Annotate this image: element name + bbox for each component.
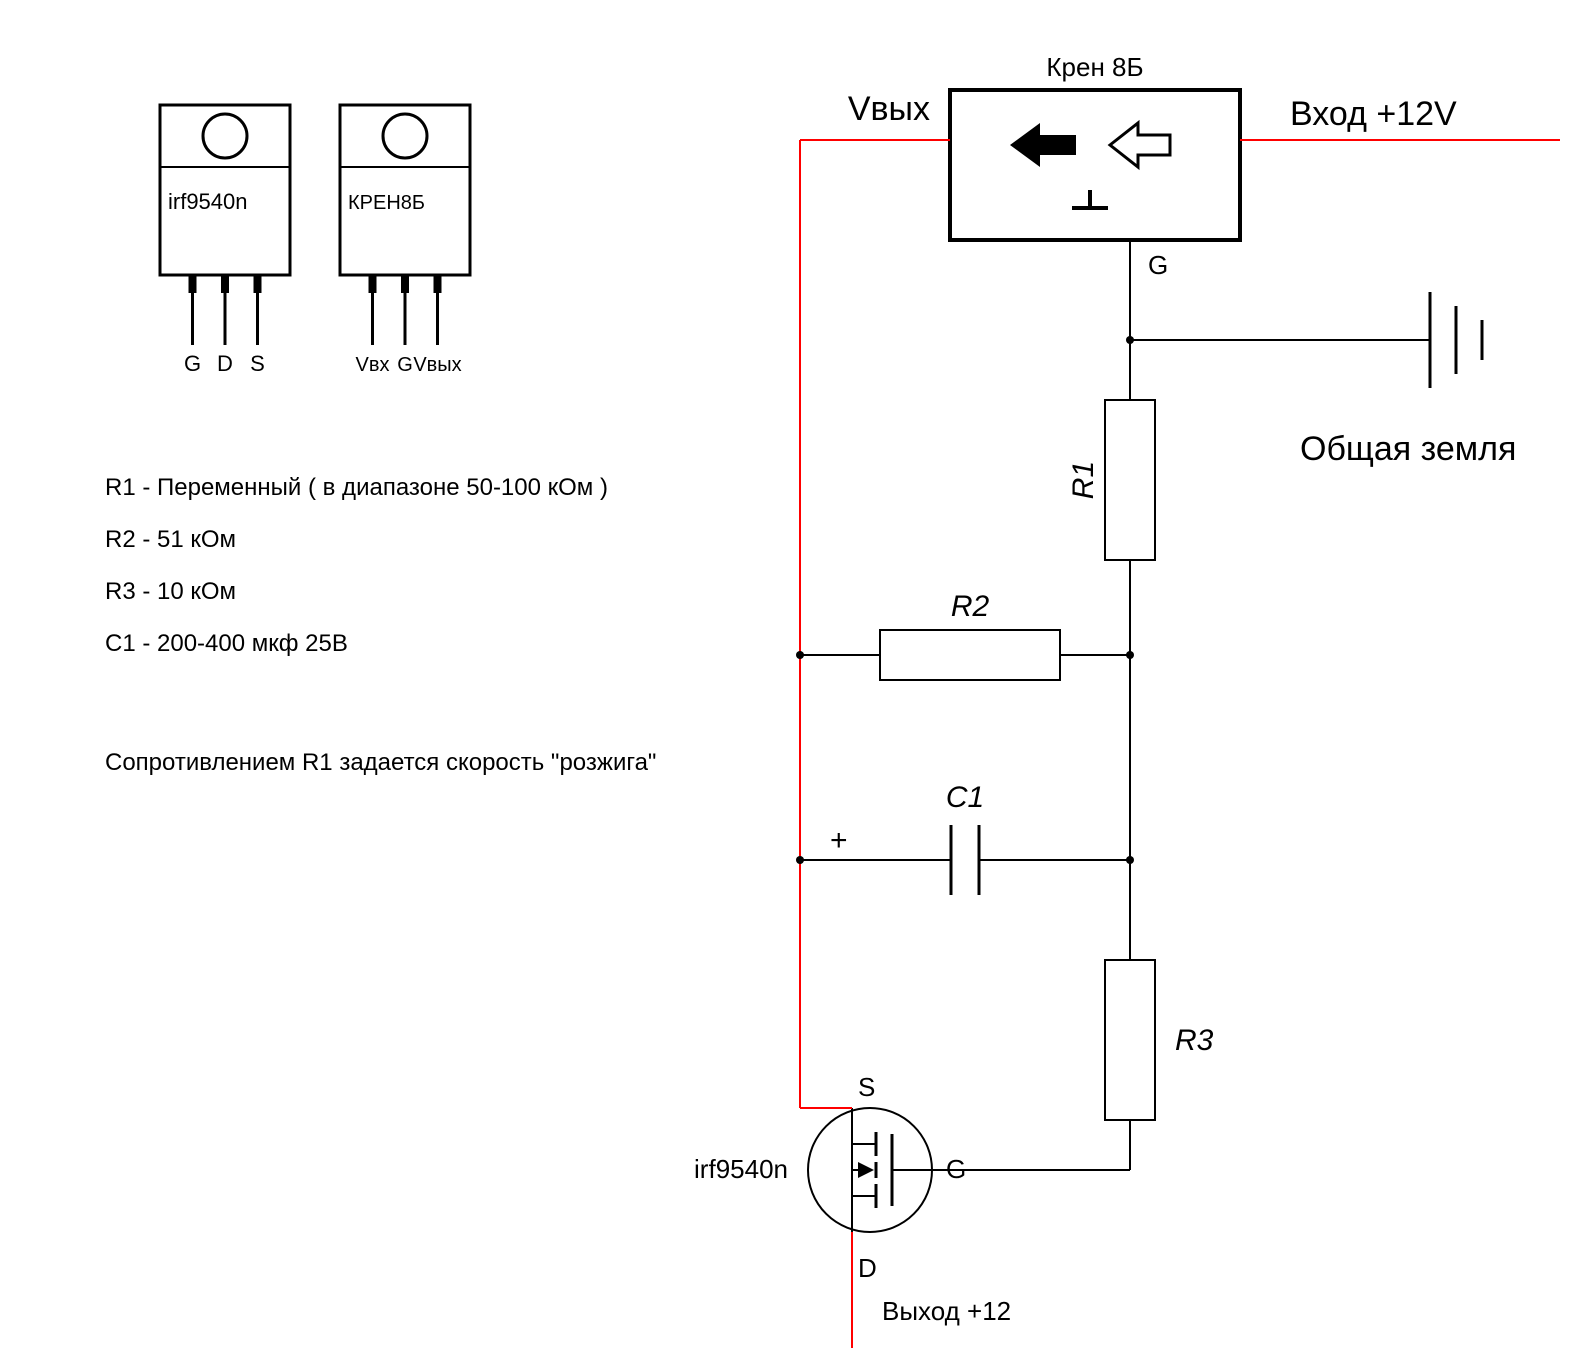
vout-label: Vвых [848, 90, 930, 128]
c1-label: C1 [946, 781, 984, 814]
box [880, 630, 1060, 680]
note-line: C1 - 200-400 мкф 25В [105, 630, 348, 657]
pin-label: Vвых [413, 354, 461, 376]
r3-label: R3 [1175, 1024, 1214, 1057]
pin-label: Vвх [356, 354, 390, 376]
output-label: Выход +12 [882, 1296, 1011, 1326]
box [1105, 400, 1155, 560]
junction-dot [1126, 336, 1134, 344]
mosfet-s-label: S [858, 1072, 875, 1102]
box [1105, 960, 1155, 1120]
mosfet-d-label: D [858, 1253, 877, 1283]
common-ground-label: Общая земля [1300, 430, 1516, 468]
pin-label: G [397, 354, 413, 376]
note-line: R3 - 10 кОм [105, 578, 236, 605]
pin-label: G [184, 351, 201, 376]
note-line: R2 - 51 кОм [105, 526, 236, 553]
regulator-gnd-pin-label: G [1148, 250, 1168, 280]
mosfet-arrow-icon [858, 1162, 874, 1178]
package-outline [340, 105, 470, 275]
r1-label: R1 [1067, 461, 1100, 499]
regulator-arrow-in-icon [1110, 123, 1170, 167]
part-label: КРЕН8Б [348, 192, 425, 214]
mosfet-g-label: G [946, 1154, 966, 1184]
junction-dot [796, 651, 804, 659]
part-label: irf9540n [168, 189, 248, 214]
mosfet-part-label: irf9540n [694, 1154, 788, 1184]
junction-dot [1126, 856, 1134, 864]
junction-dot [796, 856, 804, 864]
pin-label: S [250, 351, 265, 376]
box [950, 90, 1240, 240]
note-footer: Сопротивлением R1 задается скорость "роз… [105, 749, 656, 776]
pin-label: D [217, 351, 233, 376]
note-line: R1 - Переменный ( в диапазоне 50-100 кОм… [105, 474, 608, 501]
junction-dot [1126, 651, 1134, 659]
mounting-hole [383, 114, 427, 158]
vin-label: Вход +12V [1290, 95, 1457, 133]
regulator-title: Крен 8Б [1046, 52, 1143, 82]
mounting-hole [203, 114, 247, 158]
r2-label: R2 [951, 590, 990, 623]
regulator-arrow-out-icon [1010, 123, 1076, 167]
cap-polarity: + [830, 824, 848, 857]
